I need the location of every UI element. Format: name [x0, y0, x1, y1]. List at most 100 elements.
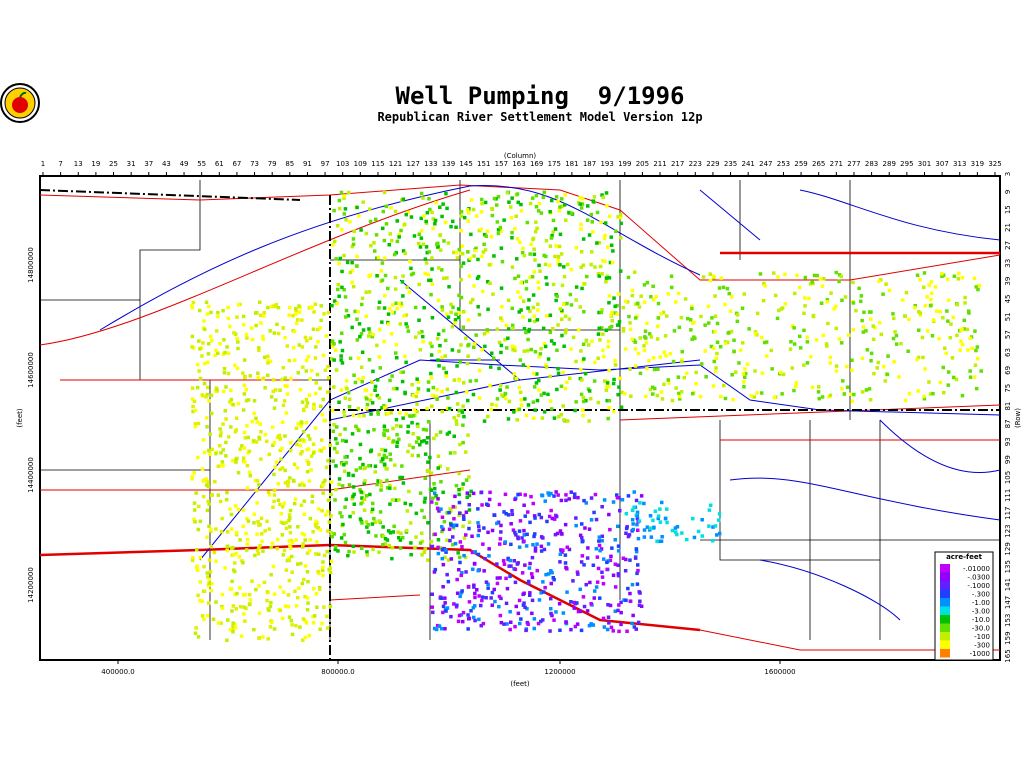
- well-cell: [270, 541, 275, 545]
- well-cell: [229, 397, 234, 402]
- well-cell: [923, 304, 928, 308]
- well-cell: [388, 486, 392, 490]
- well-cell: [401, 481, 406, 485]
- well-cell: [551, 282, 556, 287]
- well-cell: [274, 398, 278, 402]
- well-cell: [406, 424, 410, 429]
- well-cell: [434, 627, 439, 632]
- well-cell: [437, 349, 442, 354]
- well-cell: [278, 388, 282, 392]
- well-cell: [859, 294, 864, 298]
- well-cell: [456, 413, 461, 418]
- well-cell: [845, 364, 849, 369]
- well-cell: [619, 269, 623, 273]
- well-cell: [232, 331, 236, 335]
- well-cell: [790, 366, 794, 370]
- well-cell: [461, 404, 465, 408]
- well-cell: [490, 207, 495, 211]
- well-cell: [820, 284, 825, 288]
- well-cell: [445, 572, 449, 577]
- well-cell: [459, 343, 463, 347]
- well-cell: [290, 632, 295, 637]
- well-cell: [470, 297, 475, 302]
- well-cell: [556, 255, 561, 259]
- well-cell: [441, 202, 445, 206]
- well-cell: [385, 486, 390, 490]
- well-cell: [536, 209, 541, 213]
- well-cell: [498, 542, 502, 546]
- well-cell: [230, 628, 235, 632]
- column-tick-label: 121: [389, 160, 402, 168]
- well-cell: [272, 472, 276, 477]
- well-cell: [560, 283, 565, 288]
- well-cell: [379, 488, 383, 492]
- column-tick-label: 19: [91, 160, 100, 168]
- well-cell: [266, 305, 270, 310]
- well-cell: [337, 482, 341, 487]
- well-cell: [329, 357, 334, 361]
- well-cell: [659, 312, 663, 316]
- well-cell: [513, 276, 517, 281]
- well-cell: [430, 605, 434, 609]
- well-cell: [715, 340, 720, 344]
- well-cell: [272, 406, 277, 410]
- well-cell: [616, 572, 621, 576]
- well-cell: [680, 358, 684, 362]
- well-cell: [242, 456, 246, 460]
- well-cell: [329, 559, 334, 564]
- well-cell: [482, 242, 486, 247]
- well-cell: [783, 302, 788, 306]
- well-cell: [355, 205, 359, 210]
- well-cell: [376, 412, 380, 416]
- well-cell: [648, 387, 653, 392]
- well-cell: [410, 383, 414, 387]
- well-cell: [243, 593, 247, 597]
- well-cell: [378, 366, 382, 370]
- well-cell: [603, 221, 608, 225]
- well-cell: [198, 556, 202, 560]
- well-cell: [651, 284, 655, 288]
- well-cell: [367, 290, 372, 294]
- well-cell: [608, 260, 613, 265]
- well-cell: [349, 448, 354, 453]
- well-cell: [314, 381, 318, 385]
- well-cell: [474, 333, 478, 337]
- well-cell: [457, 311, 461, 315]
- well-cell: [261, 337, 265, 341]
- well-cell: [562, 275, 567, 279]
- legend-label: -100: [974, 633, 990, 641]
- well-cell: [548, 330, 553, 335]
- well-cell: [580, 536, 584, 540]
- well-cell: [869, 317, 873, 321]
- well-cell: [322, 418, 326, 423]
- well-cell: [337, 477, 342, 481]
- well-cell: [319, 304, 323, 308]
- well-cell: [634, 549, 639, 554]
- well-cell: [414, 335, 418, 339]
- well-cell: [581, 399, 586, 404]
- column-tick-label: 49: [180, 160, 189, 168]
- well-cell: [458, 442, 462, 447]
- well-cell: [437, 364, 441, 368]
- well-cell: [480, 210, 484, 214]
- well-cell: [579, 349, 583, 353]
- well-cell: [655, 337, 660, 341]
- well-cell: [601, 616, 606, 621]
- well-cell: [480, 201, 484, 206]
- well-cell: [325, 549, 329, 554]
- well-cell: [254, 587, 258, 592]
- legend: -.01000-.0300-.1000-.300-1.00-3.00-10.0-…: [940, 564, 990, 658]
- well-cell: [435, 242, 439, 246]
- well-cell: [206, 352, 211, 356]
- well-cell: [925, 329, 930, 333]
- well-cell: [228, 587, 233, 591]
- well-cell: [523, 397, 527, 401]
- well-cell: [461, 423, 465, 427]
- well-cell: [343, 207, 348, 211]
- well-cell: [337, 198, 342, 203]
- legend-label: -1.00: [972, 599, 990, 607]
- well-cell: [246, 398, 251, 402]
- well-cell: [605, 274, 609, 278]
- well-cell: [233, 626, 238, 630]
- well-cell: [351, 242, 356, 247]
